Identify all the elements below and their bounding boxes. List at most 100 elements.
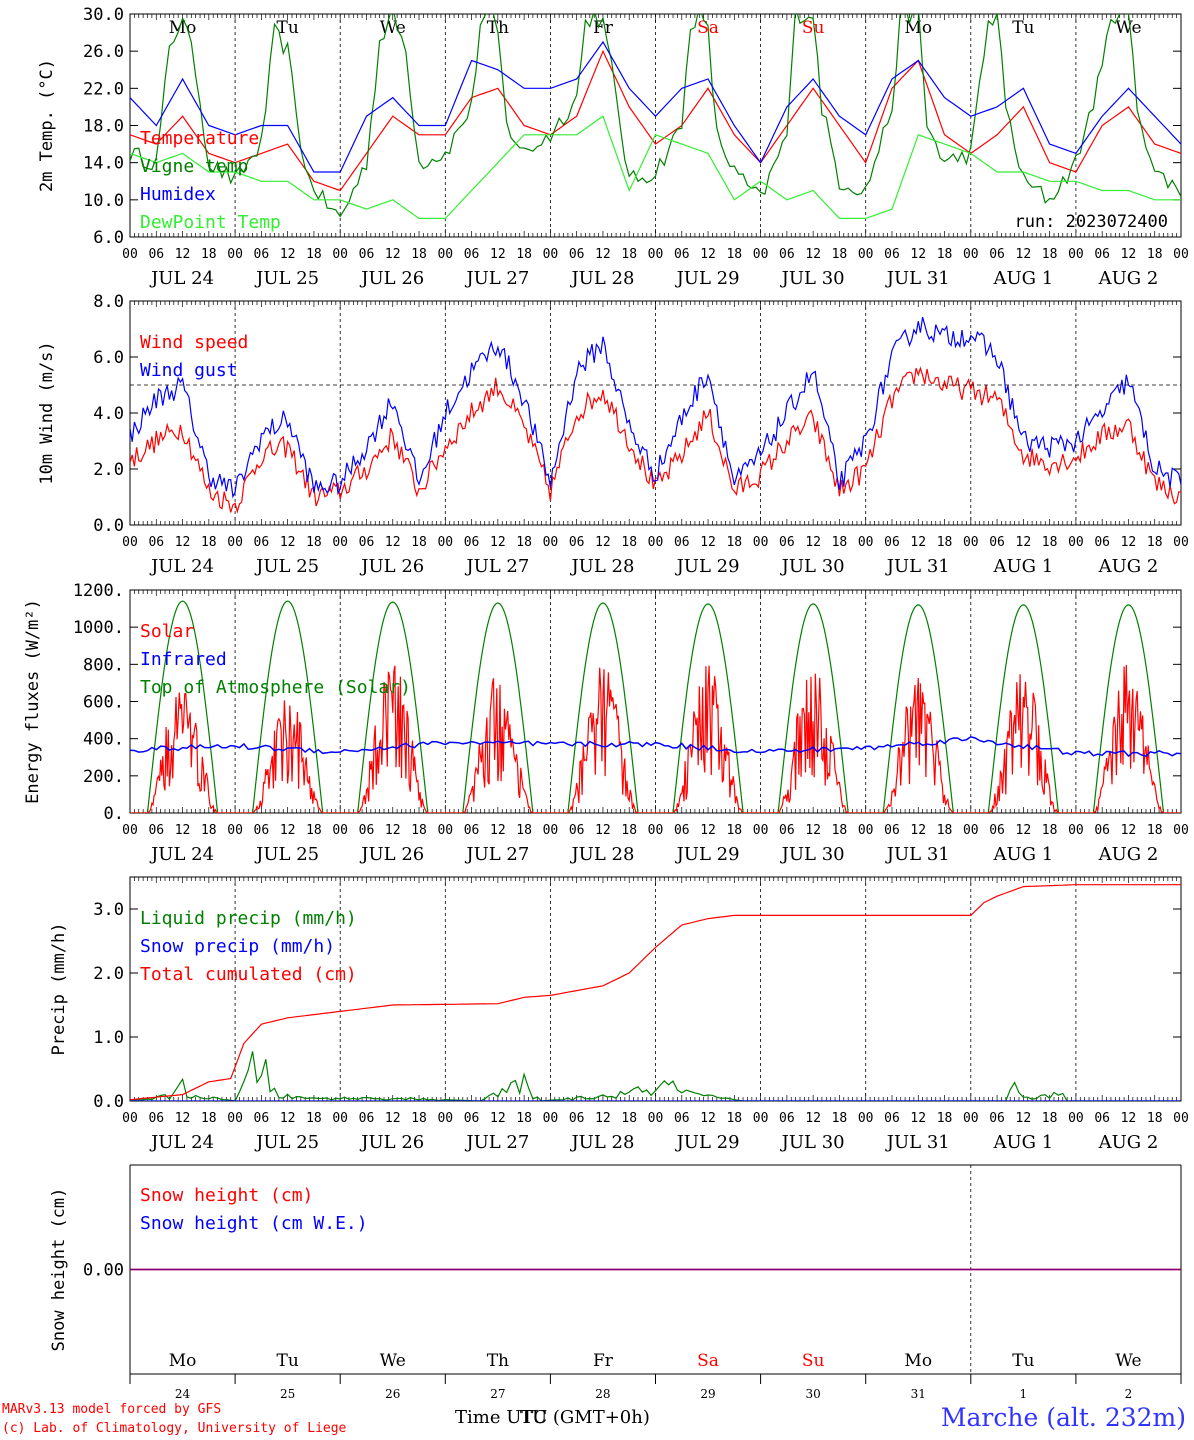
x-weekday-label: Tu (277, 1351, 299, 1371)
station-name: Marche (alt. 232m) (940, 1403, 1186, 1432)
x-weekday-label: Tu (1012, 1351, 1034, 1371)
x-date-label: AUG 2 (1098, 268, 1159, 289)
x-weekday-label: We (380, 1351, 406, 1371)
x-hour-label: 18 (306, 1111, 322, 1126)
x-date-label: JUL 25 (254, 1132, 319, 1153)
run-annotation: run: 2023072400 (1014, 212, 1168, 232)
y-tick-label: 400. (83, 730, 124, 750)
x-hour-label: 12 (1121, 535, 1137, 550)
x-hour-label: 06 (989, 535, 1005, 550)
x-hour-label: 12 (700, 1111, 716, 1126)
x-hour-label: 00 (648, 535, 664, 550)
x-hour-label: 12 (1121, 247, 1137, 262)
x-hour-label: 18 (832, 823, 848, 838)
y-tick-label: 14.0 (83, 154, 124, 174)
x-hour-label: 12 (385, 247, 401, 262)
y-tick-label: 3.0 (93, 900, 124, 920)
x-hour-label: 00 (753, 1111, 769, 1126)
series-top-of-atmosphere-solar (130, 600, 1181, 813)
y-tick-label: 26.0 (83, 42, 124, 62)
x-date-label: AUG 1 (992, 268, 1053, 289)
x-hour-label: 18 (411, 823, 427, 838)
series-wind-speed (130, 366, 1181, 514)
x-date-label: AUG 1 (992, 844, 1053, 865)
top-weekday-label: We (380, 18, 406, 38)
x-day-number: 28 (595, 1387, 610, 1401)
x-hour-label: 12 (280, 535, 296, 550)
x-hour-label: 12 (595, 535, 611, 550)
x-date-label: JUL 30 (780, 1132, 845, 1153)
legend-total-cumulated: Total cumulated (cm) (140, 964, 357, 985)
x-hour-label: 00 (437, 823, 453, 838)
x-hour-label: 18 (1147, 535, 1163, 550)
x-hour-label: 12 (1016, 535, 1032, 550)
x-hour-label: 06 (989, 247, 1005, 262)
x-hour-label: 12 (910, 823, 926, 838)
top-weekday-label: Th (487, 18, 509, 38)
top-weekday-label: Mo (169, 18, 197, 38)
x-hour-label: 12 (385, 535, 401, 550)
x-hour-label: 00 (543, 1111, 559, 1126)
x-date-label: JUL 27 (464, 556, 529, 577)
y-axis-label: 10m Wind (m/s) (37, 341, 57, 484)
x-hour-label: 06 (674, 247, 690, 262)
x-weekday-label: Sa (697, 1351, 719, 1371)
x-day-number: 26 (385, 1387, 400, 1401)
x-weekday-label: Fr (593, 1351, 614, 1371)
legend-snow-height: Snow height (cm) (140, 1185, 313, 1206)
x-date-label: JUL 25 (254, 268, 319, 289)
x-day-number: 25 (280, 1387, 295, 1401)
x-day-number: 27 (490, 1387, 505, 1401)
x-hour-label: 00 (753, 823, 769, 838)
x-date-label: JUL 31 (885, 844, 950, 865)
x-hour-label: 18 (726, 247, 742, 262)
x-hour-label: 06 (464, 1111, 480, 1126)
y-axis-label: Precip (mm/h) (49, 922, 69, 1055)
x-hour-label: 12 (1121, 823, 1137, 838)
series-group (130, 14, 1181, 219)
legend-temperature: Temperature (140, 128, 259, 149)
x-weekday-label: Su (802, 1351, 825, 1371)
x-date-label: AUG 1 (992, 556, 1053, 577)
top-weekday-label: Mo (904, 18, 932, 38)
y-tick-label: 2.0 (93, 964, 124, 984)
x-hour-label: 12 (1016, 1111, 1032, 1126)
x-hour-label: 06 (674, 1111, 690, 1126)
x-hour-label: 18 (1042, 247, 1058, 262)
x-hour-label: 06 (674, 823, 690, 838)
x-axis-title-overlay: TU (520, 1407, 548, 1428)
x-hour-label: 00 (332, 247, 348, 262)
x-date-label: JUL 31 (885, 556, 950, 577)
x-hour-label: 18 (306, 823, 322, 838)
x-hour-label: 12 (175, 247, 191, 262)
legend-wind-speed: Wind speed (140, 332, 248, 353)
x-hour-label: 18 (516, 535, 532, 550)
y-tick-label: 8.0 (93, 292, 124, 312)
x-date-label: JUL 28 (569, 556, 634, 577)
credit-line-1: MARv3.13 model forced by GFS (2, 1402, 222, 1417)
x-date-label: JUL 29 (675, 268, 740, 289)
x-hour-label: 00 (543, 535, 559, 550)
y-tick-label: 10.0 (83, 191, 124, 211)
x-hour-label: 06 (148, 823, 164, 838)
series-dewpoint-temp (130, 115, 1181, 219)
x-hour-label: 06 (254, 247, 270, 262)
x-hour-label: 18 (621, 1111, 637, 1126)
x-date-label: JUL 31 (885, 268, 950, 289)
x-hour-label: 06 (1094, 1111, 1110, 1126)
x-hour-label: 06 (254, 1111, 270, 1126)
x-weekday-label: Mo (904, 1351, 932, 1371)
series-group (130, 884, 1181, 1101)
y-tick-label: 1200. (73, 581, 124, 601)
series-total-cumulated-cm (130, 884, 1181, 1101)
x-day-number: 31 (911, 1387, 926, 1401)
x-hour-label: 06 (674, 535, 690, 550)
x-date-label: JUL 30 (780, 844, 845, 865)
x-hour-label: 00 (1173, 823, 1189, 838)
x-hour-label: 18 (726, 823, 742, 838)
y-tick-label: 0.0 (93, 1092, 124, 1112)
x-hour-label: 12 (385, 1111, 401, 1126)
x-date-label: JUL 28 (569, 844, 634, 865)
x-hour-label: 00 (543, 823, 559, 838)
x-hour-label: 18 (832, 1111, 848, 1126)
